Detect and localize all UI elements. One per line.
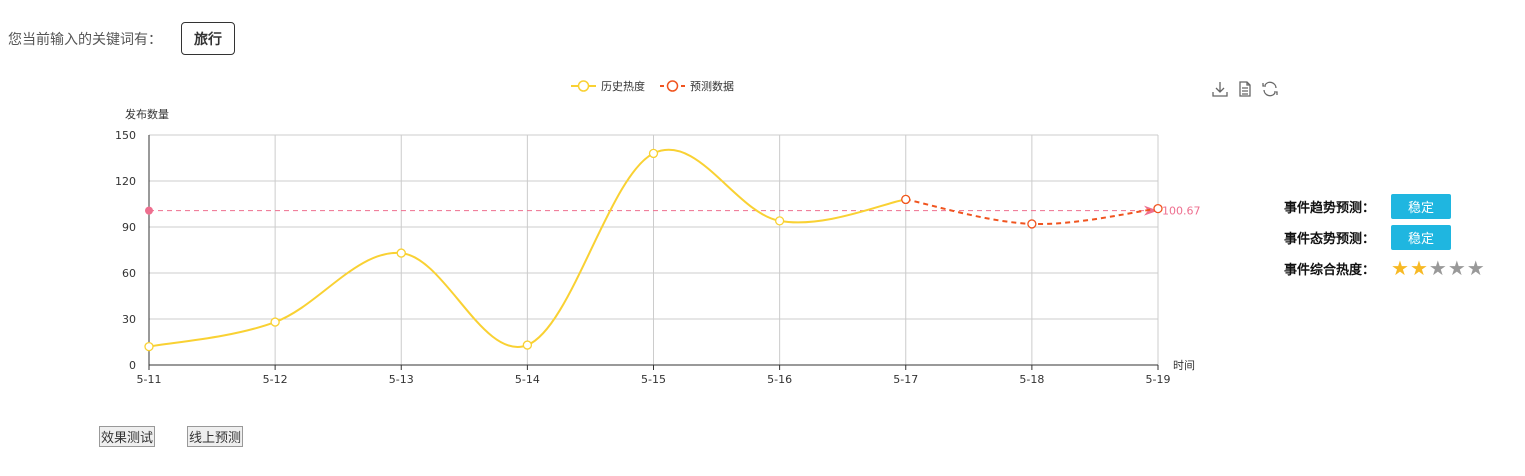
keyword-label: 您当前输入的关键词有： bbox=[8, 32, 162, 48]
mark-line-label: 100.67 bbox=[1162, 205, 1201, 218]
x-tick-label: 5-15 bbox=[641, 373, 666, 386]
x-tick-label: 5-13 bbox=[389, 373, 414, 386]
heat-stars: ★ ★ ★ ★ ★ bbox=[1391, 258, 1485, 278]
data-point bbox=[901, 194, 911, 205]
x-tick-label: 5-12 bbox=[263, 373, 288, 386]
star-empty-icon: ★ bbox=[1466, 256, 1485, 280]
state-row: 事件态势预测： 稳定 bbox=[1284, 224, 1451, 250]
legend-marker bbox=[666, 80, 679, 92]
star-filled-icon: ★ bbox=[1409, 256, 1428, 280]
mark-line-start-dot bbox=[145, 206, 153, 215]
x-tick-label: 5-11 bbox=[137, 373, 162, 386]
data-point bbox=[396, 248, 406, 258]
x-tick-label: 5-14 bbox=[515, 373, 540, 386]
star-empty-icon: ★ bbox=[1428, 256, 1447, 280]
y-tick-label: 0 bbox=[129, 359, 136, 372]
legend-marker bbox=[577, 80, 590, 92]
line-chart: 0 30 60 90 120 150 5-11 5-12 5-13 5-14 5-15 5-16 5-1… bbox=[115, 79, 1201, 386]
legend-label: 预测数据 bbox=[690, 79, 734, 93]
x-tick-label: 5-16 bbox=[767, 373, 792, 386]
data-point bbox=[1027, 219, 1037, 229]
heat-label: 事件综合热度： bbox=[1284, 262, 1376, 278]
x-tick-label: 5-18 bbox=[1019, 373, 1044, 386]
y-tick-label: 120 bbox=[115, 175, 136, 188]
data-point bbox=[270, 317, 280, 327]
data-point bbox=[522, 340, 533, 350]
star-empty-icon: ★ bbox=[1447, 256, 1466, 280]
state-badge: 稳定 bbox=[1391, 224, 1451, 250]
heat-row: 事件综合热度： ★ ★ ★ ★ ★ bbox=[1284, 255, 1485, 281]
star-filled-icon: ★ bbox=[1391, 256, 1409, 280]
legend-label: 历史热度 bbox=[601, 79, 645, 93]
trend-row: 事件趋势预测： 稳定 bbox=[1284, 193, 1451, 219]
mark-line-arrow bbox=[1144, 205, 1158, 216]
trend-badge: 稳定 bbox=[1391, 193, 1451, 219]
data-point bbox=[648, 148, 659, 159]
y-tick-label: 90 bbox=[122, 221, 136, 234]
y-tick-label: 60 bbox=[122, 267, 136, 280]
x-axis-title: 时间 bbox=[1173, 359, 1195, 372]
data-point bbox=[1153, 203, 1163, 214]
data-point bbox=[144, 341, 154, 352]
y-tick-label: 150 bbox=[115, 129, 136, 142]
x-tick-label: 5-19 bbox=[1146, 373, 1171, 386]
y-axis-title: 发布数量 bbox=[125, 107, 169, 121]
y-tick-label: 30 bbox=[122, 313, 136, 326]
x-tick-label: 5-17 bbox=[893, 373, 918, 386]
data-view-icon[interactable] bbox=[1236, 80, 1254, 98]
refresh-icon[interactable] bbox=[1261, 80, 1279, 98]
data-point bbox=[774, 216, 785, 226]
download-icon[interactable] bbox=[1211, 80, 1229, 98]
online-predict-button[interactable]: 线上预测 bbox=[187, 426, 244, 447]
keyword-tag[interactable]: 旅行 bbox=[181, 22, 235, 55]
effect-test-button[interactable]: 效果测试 bbox=[99, 426, 156, 447]
trend-label: 事件趋势预测： bbox=[1284, 200, 1376, 216]
state-label: 事件态势预测： bbox=[1284, 231, 1376, 247]
